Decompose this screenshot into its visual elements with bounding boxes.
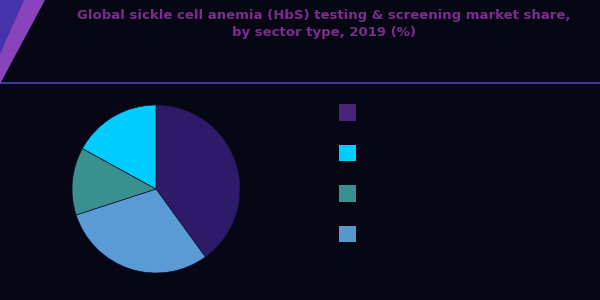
Wedge shape xyxy=(82,105,156,189)
Wedge shape xyxy=(76,189,205,273)
Wedge shape xyxy=(156,105,240,257)
Text: Global sickle cell anemia (HbS) testing & screening market share,
by sector type: Global sickle cell anemia (HbS) testing … xyxy=(77,9,571,39)
Wedge shape xyxy=(72,148,156,215)
